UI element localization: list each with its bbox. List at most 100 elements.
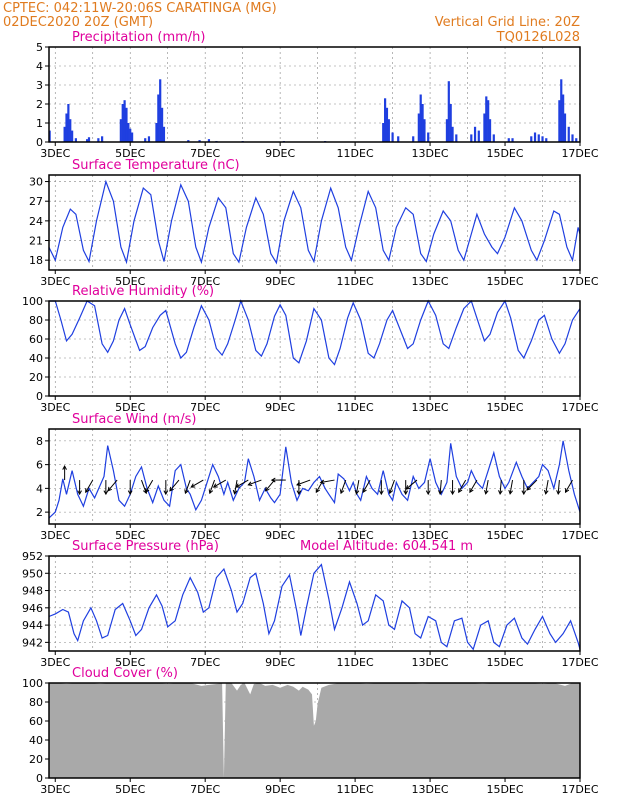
y-tick-label-cloud: 0 xyxy=(36,772,43,785)
precip-bar xyxy=(125,107,128,142)
precip-bar xyxy=(530,136,533,142)
precip-bar xyxy=(155,123,158,142)
precip-bar xyxy=(101,136,104,142)
precip-bar xyxy=(97,138,100,142)
wind-arrow xyxy=(169,479,180,492)
wind-arrow xyxy=(145,479,154,494)
precip-bar xyxy=(382,123,385,142)
x-tick-label-wind: 7DEC xyxy=(190,529,220,542)
pressure-series-line xyxy=(48,563,581,651)
y-tick-label-pressure: 952 xyxy=(22,550,43,563)
panels-container: Precipitation (mm/h) 0 1 2 3 4 5 3DEC 5DEC 7DEC 9D… xyxy=(22,30,599,796)
wind-arrow-head xyxy=(163,490,169,496)
x-tick-label-temp: 17DEC xyxy=(561,275,598,288)
x-tick-label-cloud: 17DEC xyxy=(561,783,598,796)
precip-bar xyxy=(483,113,486,142)
x-tick-label-rh: 9DEC xyxy=(265,401,295,414)
wind-arrow xyxy=(458,479,467,494)
wind-arrow-head xyxy=(208,489,214,495)
plot-frame-rh xyxy=(48,300,581,397)
wind-arrow xyxy=(107,479,118,492)
wind-series-line xyxy=(48,440,581,519)
wind-arrow xyxy=(543,479,549,495)
wind-arrow-head xyxy=(354,489,360,495)
wind-arrow-shaft xyxy=(209,479,216,494)
wind-arrow xyxy=(319,479,335,485)
precip-bar xyxy=(511,138,514,142)
y-tick-label-pressure: 944 xyxy=(22,619,43,632)
panel-title-rh: Relative Humidity (%) xyxy=(72,284,214,299)
x-tick-label-cloud: 7DEC xyxy=(190,783,220,796)
precip-bar xyxy=(470,134,473,142)
precip-bar xyxy=(187,140,190,142)
wind-arrow xyxy=(556,480,561,496)
x-tick-label-precip: 13DEC xyxy=(412,147,449,160)
precip-bar xyxy=(533,132,537,142)
precip-bar xyxy=(127,123,130,142)
wind-arrow xyxy=(62,465,67,481)
precip-bar xyxy=(545,138,548,142)
wind-arrow-head xyxy=(543,489,549,495)
wind-arrow-head xyxy=(521,490,527,496)
precip-bar xyxy=(541,136,544,142)
wind-arrow-head xyxy=(450,490,455,496)
wind-arrow xyxy=(103,480,109,496)
wind-arrow-head xyxy=(212,483,218,488)
precip-bar xyxy=(562,94,565,142)
x-tick-label-rh: 3DEC xyxy=(40,401,70,414)
header-run-time: 02DEC2020 20Z (GMT) xyxy=(3,15,153,30)
wind-arrow-head xyxy=(362,488,367,494)
y-tick-label-wind: 8 xyxy=(36,435,43,448)
wind-arrow xyxy=(405,479,418,490)
wind-arrow-head xyxy=(296,481,301,486)
precip-bar xyxy=(87,137,91,142)
x-tick-label-pressure: 3DEC xyxy=(40,656,70,669)
header-station: CPTEC: 042:11W-20:06S CARATINGA (MG) xyxy=(3,1,277,16)
y-tick-label-cloud: 80 xyxy=(29,696,43,709)
y-tick-label-precip: 3 xyxy=(36,79,43,92)
precip-bar xyxy=(417,113,420,142)
wind-arrow-shaft xyxy=(509,479,514,494)
precip-bar xyxy=(119,119,122,142)
x-tick-label-rh: 11DEC xyxy=(337,401,374,414)
wind-arrow-shaft xyxy=(296,479,311,486)
y-tick-label-cloud: 40 xyxy=(29,734,43,747)
wind-arrow-head xyxy=(556,490,561,496)
x-tick-label-wind: 11DEC xyxy=(337,529,374,542)
x-tick-label-precip: 15DEC xyxy=(486,147,523,160)
wind-arrow xyxy=(127,480,133,496)
x-tick-label-temp: 11DEC xyxy=(337,275,374,288)
wind-arrow-shaft xyxy=(320,479,335,483)
wind-arrow-shaft xyxy=(485,479,489,494)
precip-bar xyxy=(485,96,488,142)
precip-bar xyxy=(563,113,567,142)
y-tick-label-precip: 5 xyxy=(36,41,43,54)
precip-bar xyxy=(567,126,570,142)
plot-area-temp xyxy=(49,175,580,270)
precip-bar xyxy=(86,139,89,142)
x-tick-label-pressure: 9DEC xyxy=(265,656,295,669)
wind-arrow xyxy=(184,479,191,495)
precip-bar xyxy=(129,128,132,142)
y-tick-label-rh: 80 xyxy=(29,314,43,327)
x-tick-label-rh: 7DEC xyxy=(190,401,220,414)
x-tick-label-pressure: 13DEC xyxy=(412,656,449,669)
x-tick-label-precip: 17DEC xyxy=(561,147,598,160)
wind-arrow xyxy=(247,479,262,486)
precip-bar xyxy=(147,136,151,142)
precip-bar xyxy=(507,138,510,142)
precip-bar xyxy=(560,79,563,142)
rh-series-line xyxy=(48,299,581,366)
wind-arrow-shaft xyxy=(355,479,360,494)
wind-arrow-shaft xyxy=(405,479,418,490)
wind-arrow xyxy=(403,480,409,496)
panel-temp: Surface Temperature (nC) 18 21 24 27 30 3DEC 5D… xyxy=(29,158,599,288)
panel-title-cloud: Cloud Cover (%) xyxy=(72,666,178,681)
y-tick-label-wind: 6 xyxy=(36,459,43,472)
wind-arrow-head xyxy=(232,489,238,495)
wind-arrow-shaft xyxy=(458,479,467,493)
precip-bar xyxy=(159,79,162,142)
x-tick-label-temp: 7DEC xyxy=(190,275,220,288)
y-tick-label-temp: 27 xyxy=(29,195,43,208)
